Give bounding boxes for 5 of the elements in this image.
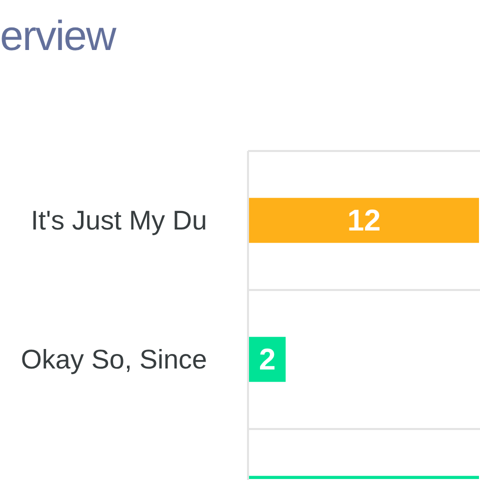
y-tick-label: It's Just My Du — [30, 206, 207, 236]
data-label: 12 — [347, 204, 381, 237]
data-label: 2 — [258, 342, 276, 376]
y-tick-label: Okay So, Since — [20, 344, 207, 374]
chart-title: erview — [0, 12, 116, 60]
